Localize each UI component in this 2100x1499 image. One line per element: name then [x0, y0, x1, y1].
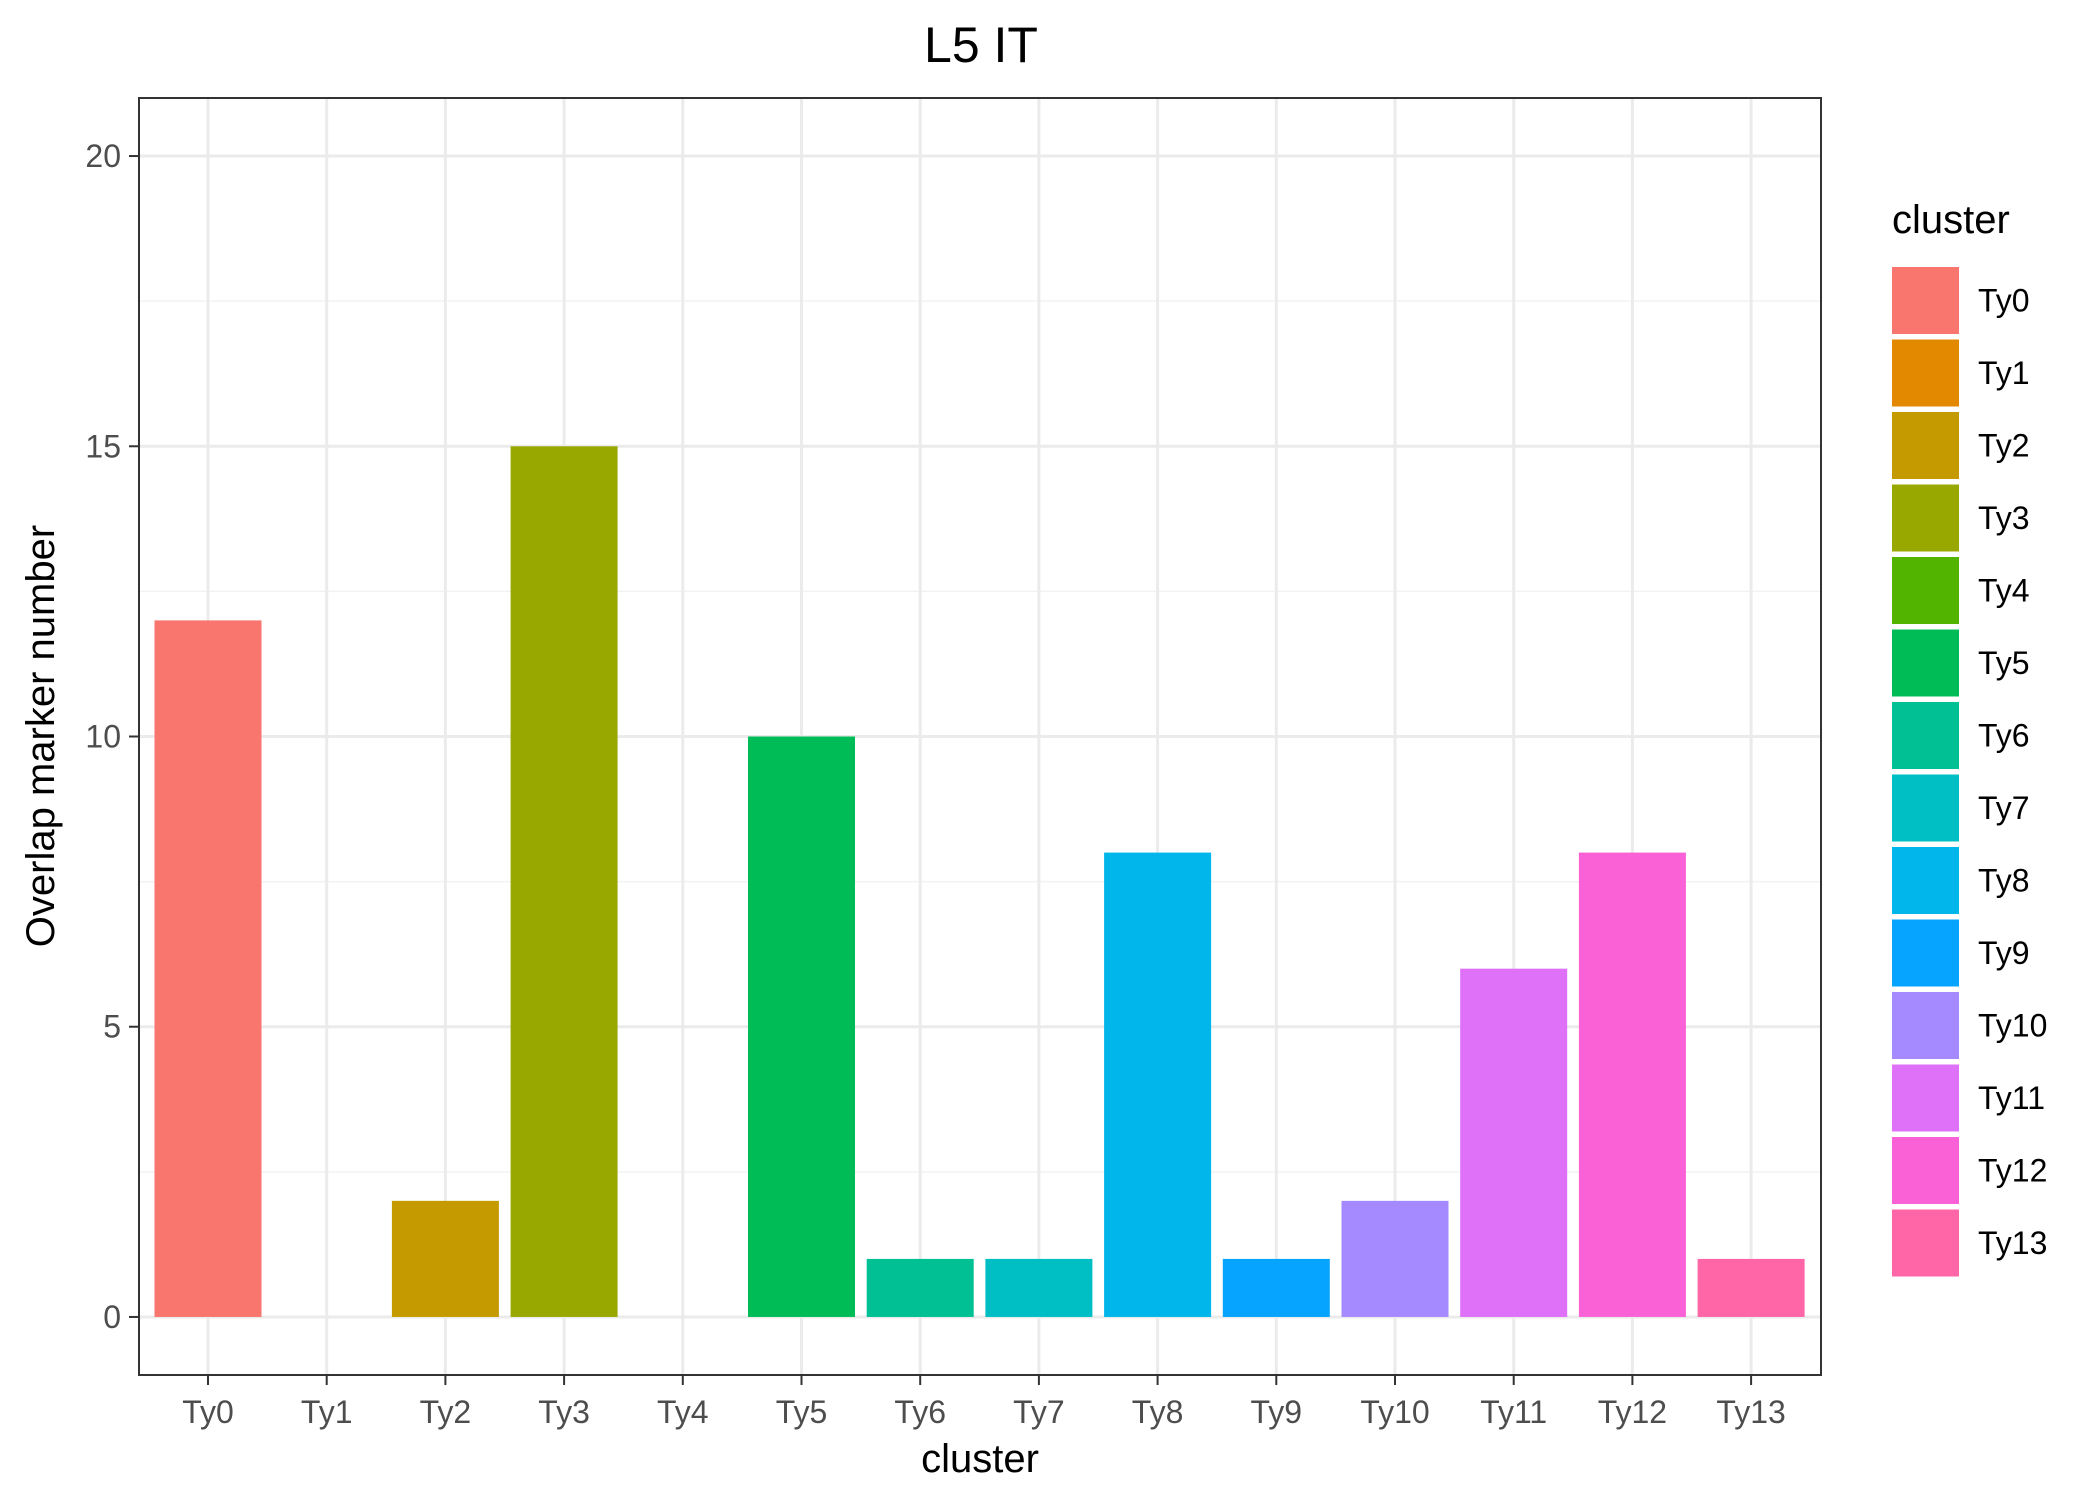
bar-ty12: [1578, 852, 1686, 1317]
legend-label: Ty7: [1978, 790, 2030, 826]
x-axis-title: cluster: [921, 1437, 1039, 1481]
x-tick-label: Ty7: [1013, 1394, 1065, 1430]
x-tick-label: Ty3: [538, 1394, 590, 1430]
x-tick-label: Ty9: [1251, 1394, 1303, 1430]
bar-ty5: [748, 736, 855, 1317]
legend-key-ty5: [1892, 629, 1959, 697]
bar-ty7: [985, 1258, 1093, 1317]
legend-key-ty9: [1892, 919, 1959, 987]
x-tick-label: Ty6: [894, 1394, 946, 1430]
legend-label: Ty11: [1978, 1080, 2045, 1116]
x-axis: Ty0 Ty1 Ty2 Ty3 Ty4 Ty5 Ty6 Ty7 Ty8 Ty9 Ty10 Ty11 Ty…: [182, 1375, 1786, 1430]
bars: [154, 446, 1805, 1317]
bar-ty9: [1222, 1258, 1330, 1317]
y-tick-label: 0: [103, 1299, 121, 1335]
legend-key-ty8: [1892, 847, 1959, 914]
x-tick-label: Ty4: [657, 1394, 709, 1430]
legend-label: Ty1: [1978, 355, 2030, 391]
chart-title: L5 IT: [924, 17, 1038, 73]
bar-ty0: [154, 620, 262, 1317]
legend-key-ty0: [1892, 267, 1959, 334]
bar-ty3: [510, 446, 618, 1317]
legend-key-ty2: [1892, 412, 1959, 479]
y-axis-title: Overlap marker number: [19, 525, 63, 947]
bar-ty8: [1104, 852, 1212, 1317]
bar-ty13: [1697, 1258, 1805, 1317]
y-tick-label: 5: [103, 1009, 121, 1045]
legend-label: Ty0: [1978, 283, 2030, 319]
legend-label: Ty13: [1978, 1225, 2047, 1261]
legend-key-ty12: [1892, 1137, 1959, 1204]
legend-key-ty13: [1892, 1209, 1959, 1277]
legend-label: Ty4: [1978, 573, 2030, 609]
legend-label: Ty8: [1978, 863, 2030, 899]
bar-ty11: [1460, 968, 1568, 1317]
y-tick-label: 15: [85, 428, 121, 464]
x-tick-label: Ty0: [182, 1394, 234, 1430]
legend-key-ty1: [1892, 339, 1959, 407]
x-tick-label: Ty10: [1360, 1394, 1429, 1430]
legend: cluster Ty0 Ty1 Ty2 Ty3 Ty4 Ty5 Ty6 Ty7 Ty8 Ty9 Ty…: [1892, 198, 2047, 1277]
legend-key-ty10: [1892, 992, 1959, 1059]
bar-ty2: [391, 1200, 499, 1317]
legend-label: Ty12: [1978, 1153, 2047, 1189]
y-tick-label: 20: [85, 138, 121, 174]
y-tick-label: 10: [85, 719, 121, 755]
legend-label: Ty9: [1978, 935, 2030, 971]
bar-ty6: [866, 1258, 974, 1317]
legend-label: Ty6: [1978, 718, 2030, 754]
legend-key-ty3: [1892, 484, 1959, 552]
legend-key-ty11: [1892, 1064, 1959, 1132]
legend-key-ty4: [1892, 557, 1959, 624]
bar-ty10: [1341, 1200, 1449, 1317]
legend-label: Ty10: [1978, 1008, 2047, 1044]
x-tick-label: Ty13: [1716, 1394, 1785, 1430]
legend-label: Ty2: [1978, 428, 2030, 464]
legend-title: cluster: [1892, 198, 2010, 242]
legend-label: Ty3: [1978, 500, 2030, 536]
x-tick-label: Ty5: [776, 1394, 828, 1430]
x-tick-label: Ty12: [1598, 1394, 1667, 1430]
x-tick-label: Ty8: [1132, 1394, 1184, 1430]
legend-key-ty7: [1892, 774, 1959, 842]
legend-key-ty6: [1892, 702, 1959, 769]
x-tick-label: Ty11: [1480, 1394, 1547, 1430]
legend-label: Ty5: [1978, 645, 2030, 681]
y-axis: 0 5 10 15 20: [85, 138, 139, 1335]
x-tick-label: Ty1: [301, 1394, 353, 1430]
x-tick-label: Ty2: [420, 1394, 472, 1430]
